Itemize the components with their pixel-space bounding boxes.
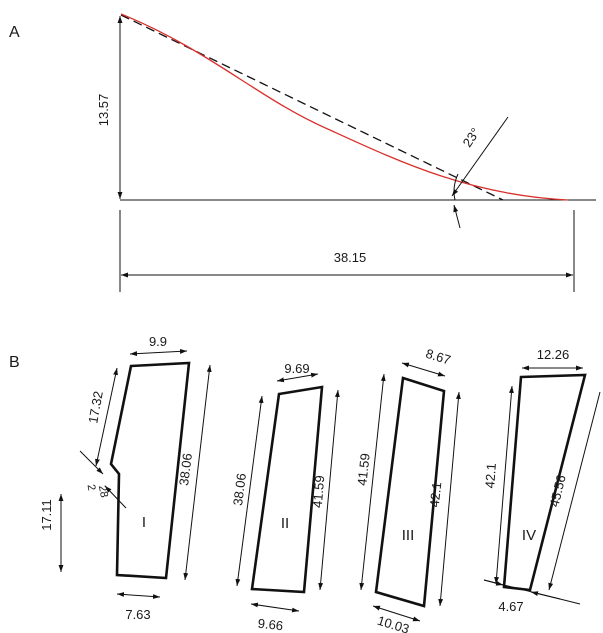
piece-iv-left-label: 42.1 (482, 463, 499, 489)
piece-iii-right-dimension (438, 391, 461, 607)
piece-ii-top-label: 9.69 (284, 361, 309, 376)
piece-ii-bottom-dimension (250, 602, 300, 613)
piece-iv-left-dimension (494, 385, 514, 585)
panel-a: A 13.57 23° 38.15 (9, 13, 596, 292)
piece-i-bottom-label: 7.63 (125, 607, 150, 622)
angle-arc (453, 173, 459, 201)
panel-a-letter: A (9, 24, 20, 41)
piece-iii-label: III (402, 527, 415, 544)
piece-i-left-upper-dimension (95, 367, 118, 467)
piece-i-notch-label-b: 28 (96, 484, 110, 498)
piece-ii-bottom-label: 9.66 (257, 616, 284, 633)
length-dimension-label: 38.15 (334, 250, 367, 265)
dashed-approximation-line (120, 14, 504, 201)
piece-i-label: I (142, 514, 146, 531)
piece-iv-label: IV (522, 527, 536, 544)
piece-iii-left-dimension (359, 373, 386, 591)
piece-iii-bottom-dimension (372, 605, 421, 622)
panel-b-letter: B (9, 354, 20, 371)
piece-i-notch-leader-bottom (104, 485, 127, 509)
piece-i-left-upper-label: 17.32 (85, 390, 105, 425)
piece-iv-right-label: 45.56 (546, 473, 568, 508)
piece-i-top-dimension (129, 348, 188, 357)
piece-ii-right-dimension (318, 389, 340, 591)
piece-iv-bottom-arrow-left (483, 579, 504, 586)
piece-iii-top-label: 8.67 (424, 346, 453, 368)
angle-lower-line (453, 204, 461, 229)
angle-leader-line (451, 116, 509, 197)
panel-b: B 17.11 I 9.9 17.32 2 28 38.06 7.63 (9, 334, 601, 633)
piece-ii-top-dimension (276, 372, 319, 383)
angle-label: 23° (460, 125, 483, 150)
piece-iii-bottom-label: 10.03 (376, 613, 412, 633)
height-dimension-label: 13.57 (96, 94, 111, 127)
piece-ii-label: II (281, 515, 289, 532)
piece-iii: III 8.67 41.59 42.1 10.03 (354, 346, 461, 633)
piece-i: I 9.9 17.32 2 28 38.06 7.63 (79, 334, 212, 622)
piece-iii-right-label: 42.1 (427, 481, 445, 508)
piece-ii-left-dimension (235, 395, 264, 587)
piece-i-bottom-dimension (116, 592, 161, 599)
piece-ii-left-label: 38.06 (230, 472, 249, 506)
piece-ii: II 9.69 38.06 41.59 9.66 (230, 361, 340, 633)
piece-iv-right-dimension (548, 391, 601, 591)
left-standalone-dimension-label: 17.11 (39, 499, 54, 531)
piece-iii-top-dimension (401, 362, 446, 377)
piece-iv-bottom-arrow-right (530, 591, 561, 600)
piece-iv-outline (502, 373, 587, 592)
piece-i-right-label: 38.06 (176, 452, 195, 486)
piece-i-top-label: 9.9 (149, 334, 167, 349)
piece-iv-bottom-label: 4.67 (498, 599, 523, 614)
piece-i-notch-label-a: 2 (85, 483, 98, 491)
profile-curve (120, 13, 569, 201)
piece-iv-top-label: 12.26 (537, 347, 570, 362)
piece-iv: IV 12.26 42.1 45.56 4.67 (482, 347, 601, 614)
piece-i-right-dimension (183, 364, 212, 581)
piece-i-notch-leader-top (79, 450, 104, 475)
piece-ii-right-label: 41.59 (310, 475, 328, 509)
piece-iii-left-label: 41.59 (354, 453, 372, 487)
